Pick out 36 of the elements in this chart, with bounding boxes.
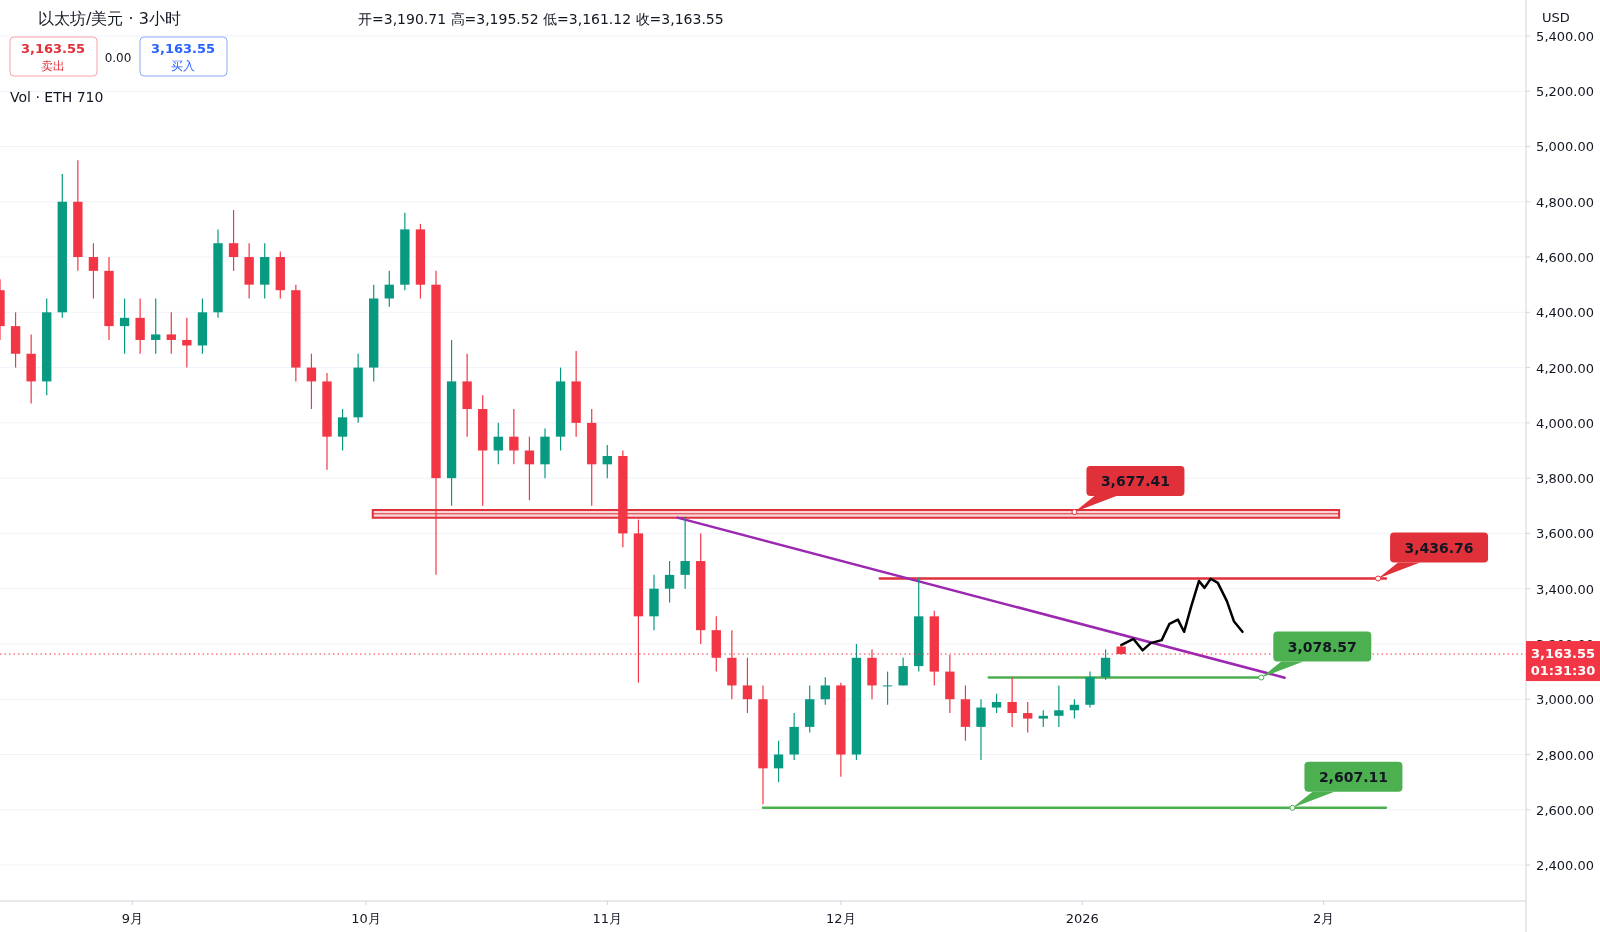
y-tick-label: 3,600.00 (1536, 526, 1594, 542)
y-tick-label: 4,000.00 (1536, 415, 1594, 431)
y-tick-label: 4,400.00 (1536, 305, 1594, 321)
y-tick-label: 5,200.00 (1536, 84, 1594, 100)
x-tick-label: 9月 (121, 911, 143, 926)
y-tick-label: 4,800.00 (1536, 194, 1594, 210)
ref-line-label: 3,163.55 (1530, 646, 1596, 662)
y-tick-label: 2,400.00 (1536, 858, 1594, 874)
y-tick-label: 3,800.00 (1536, 471, 1594, 487)
annotation: 开=3,190.71 高=3,195.52 低=3,161.12 收=3,163.55 (358, 11, 724, 27)
annotation: 3,163.55 (150, 41, 216, 56)
text: USD (1542, 10, 1570, 25)
y-tick-label: 2,600.00 (1536, 802, 1594, 818)
annotation: 3,677.41 (1100, 473, 1170, 490)
annotation: 3,078.57 (1287, 638, 1357, 655)
y-tick-label: 5,400.00 (1536, 28, 1594, 44)
y-tick-label: 3,000.00 (1536, 692, 1594, 708)
x-tick-label: 12月 (826, 911, 856, 926)
text: 01:31:30 (1530, 663, 1596, 679)
x-tick-label: 11月 (592, 911, 623, 926)
x-tick-label: 2026 (1065, 911, 1099, 926)
annotation: 0.00 (104, 51, 132, 65)
annotation: Vol · ETH 710 (10, 89, 104, 105)
annotation: 卖出 (41, 59, 65, 73)
y-tick-label: 4,600.00 (1536, 250, 1594, 266)
y-tick-label: 5,000.00 (1536, 139, 1594, 155)
y-tick-label: 4,200.00 (1536, 360, 1594, 376)
y-tick-label: 3,400.00 (1536, 581, 1594, 597)
annotation: 买入 (171, 59, 195, 73)
annotation: 2,607.11 (1318, 768, 1388, 785)
annotation: 3,436.76 (1404, 539, 1474, 556)
text: 以太坊/美元 · 3小时 (38, 9, 181, 28)
x-tick-label: 2月 (1312, 911, 1335, 926)
x-tick-label: 10月 (351, 911, 381, 926)
y-tick-label: 2,800.00 (1536, 747, 1594, 763)
annotation: 3,163.55 (20, 41, 86, 56)
